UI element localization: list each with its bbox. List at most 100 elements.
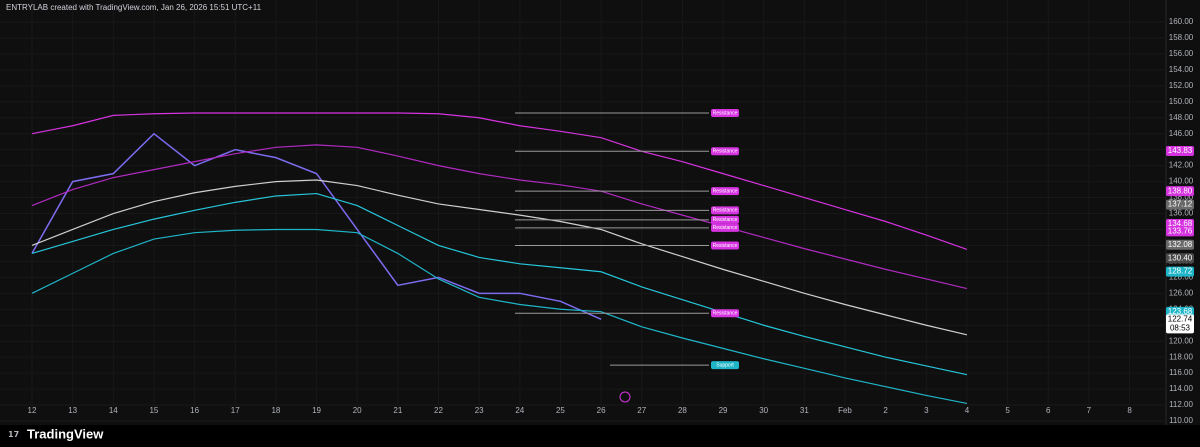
y-tick-label: 112.00 — [1169, 400, 1193, 409]
level-label: Resistance — [713, 225, 738, 231]
x-tick-label: 12 — [28, 406, 37, 415]
band-line — [31, 179, 968, 336]
level-label: Resistance — [713, 110, 738, 116]
price-tag: 123.68 — [1168, 307, 1193, 316]
x-tick-label: 30 — [759, 406, 768, 415]
price-tag-box — [1166, 253, 1194, 264]
level-label-box — [711, 215, 739, 224]
band-line — [31, 228, 968, 405]
price-tag: 134.68 — [1168, 219, 1193, 228]
price-tag-box — [1166, 306, 1194, 317]
y-tick-label: 128.00 — [1169, 272, 1194, 281]
x-tick-label: 28 — [678, 406, 687, 415]
y-tick-label: 118.00 — [1169, 352, 1193, 361]
price-tag: 128.72 — [1168, 267, 1193, 276]
price-tag-box — [1166, 266, 1194, 277]
x-tick-label: 21 — [393, 406, 402, 415]
y-tick-label: 154.00 — [1169, 65, 1194, 74]
x-tick-label: 22 — [434, 406, 443, 415]
x-tick-label: 20 — [353, 406, 362, 415]
y-tick-label: 142.00 — [1169, 161, 1194, 170]
price-tag-box — [1166, 226, 1194, 237]
price-tag: 137.12 — [1168, 200, 1193, 209]
y-tick-label: 150.00 — [1169, 97, 1194, 106]
x-tick-label: 31 — [800, 406, 809, 415]
level-label-box — [711, 241, 739, 250]
price-tag: 132.08 — [1168, 240, 1193, 249]
x-tick-label: 2 — [883, 406, 888, 415]
y-tick-label: 156.00 — [1169, 49, 1194, 58]
y-tick-label: 138.00 — [1169, 193, 1194, 202]
footer-bar — [0, 425, 1200, 447]
x-tick-label: 8 — [1127, 406, 1132, 415]
x-tick-label: 5 — [1005, 406, 1010, 415]
x-tick-label: 27 — [637, 406, 646, 415]
y-tick-label: 114.00 — [1169, 384, 1193, 393]
x-tick-label: 23 — [475, 406, 484, 415]
level-label-box — [711, 361, 739, 370]
level-label-box — [711, 147, 739, 156]
level-label-box — [711, 223, 739, 232]
x-tick-label: 19 — [312, 406, 321, 415]
y-tick-label: 136.00 — [1169, 209, 1194, 218]
band-line — [31, 192, 968, 376]
level-label-box — [711, 187, 739, 196]
y-tick-label: 146.00 — [1169, 129, 1194, 138]
y-tick-label: 126.00 — [1169, 288, 1194, 297]
overlay-layer: Resistance Resistance Resistance Resistance… — [515, 108, 1194, 370]
price-tag-box — [1166, 186, 1194, 197]
level-label: Resistance — [713, 243, 738, 249]
countdown: 08:53 — [1170, 323, 1191, 332]
x-tick-label: 13 — [68, 406, 77, 415]
x-tick-label: 15 — [149, 406, 158, 415]
level-label: Resistance — [713, 208, 738, 214]
logo-text: TradingView — [27, 426, 104, 441]
price-tag-box — [1166, 199, 1194, 210]
price-tag-box — [1166, 314, 1194, 334]
y-tick-label: 140.00 — [1169, 177, 1194, 186]
price-tag: 130.40 — [1168, 253, 1193, 262]
x-tick-label: 24 — [515, 406, 524, 415]
x-tick-label: 26 — [597, 406, 606, 415]
price-tag: 138.80 — [1168, 186, 1193, 195]
level-label-box — [711, 108, 739, 117]
x-tick-label: 25 — [556, 406, 565, 415]
level-label: Support — [716, 362, 734, 368]
y-tick-label: 120.00 — [1169, 336, 1194, 345]
x-tick-label: 4 — [965, 406, 970, 415]
logo: 𝟭𝟳 — [8, 430, 19, 439]
x-tick-label: 16 — [190, 406, 199, 415]
x-tick-label: Feb — [838, 406, 852, 415]
y-tick-label: 110.00 — [1169, 416, 1193, 425]
price-tag: 133.76 — [1168, 227, 1193, 236]
price-tag-box — [1166, 146, 1194, 157]
x-tick-label: 29 — [719, 406, 728, 415]
y-tick-label: 148.00 — [1169, 113, 1194, 122]
grid: 110.00 112.00 114.00 116.00 118.00 120.00 122.… — [27, 0, 1194, 426]
event-marker[interactable] — [619, 391, 631, 403]
x-tick-label: 6 — [1046, 406, 1051, 415]
band-line — [31, 112, 968, 250]
level-label: Resistance — [713, 189, 738, 195]
x-tick-label: 18 — [271, 406, 280, 415]
price-line — [31, 132, 602, 321]
x-tick-label: 14 — [109, 406, 118, 415]
level-label: Resistance — [713, 149, 738, 155]
level-label: Resistance — [713, 217, 738, 223]
x-tick-label: 7 — [1087, 406, 1092, 415]
logo-mark: 𝟭𝟳 — [8, 430, 19, 439]
y-tick-label: 158.00 — [1169, 33, 1194, 42]
header-text: ENTRYLAB created with TradingView.com, J… — [6, 3, 262, 12]
x-tick-label: 17 — [231, 406, 240, 415]
y-tick-label: 152.00 — [1169, 81, 1194, 90]
level-label-box — [711, 309, 739, 318]
level-label-box — [711, 206, 739, 215]
price-tag: 143.83 — [1168, 146, 1193, 155]
x-tick-label: 3 — [924, 406, 929, 415]
level-label: Resistance — [713, 311, 738, 317]
y-tick-label: 116.00 — [1169, 368, 1193, 377]
chart-background — [0, 0, 1200, 425]
price-tag: 122.74 — [1168, 314, 1193, 323]
price-tag-box — [1166, 239, 1194, 250]
